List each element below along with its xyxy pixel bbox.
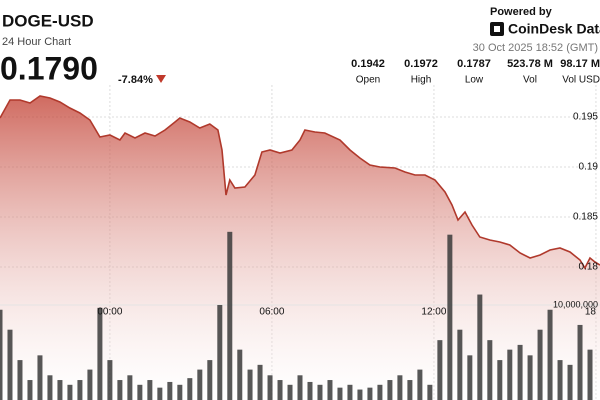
- volume-bar: [357, 389, 363, 400]
- volume-bar: [387, 380, 393, 400]
- stat-value: 98.17 M: [560, 58, 600, 70]
- volume-bar: [537, 329, 543, 400]
- y-tick-label: 0.19: [579, 162, 599, 173]
- volume-bar: [367, 387, 373, 400]
- y-tick-label: 0.195: [573, 112, 598, 123]
- stat-label: High: [411, 75, 432, 86]
- volume-bar: [207, 360, 213, 400]
- volume-bar: [437, 340, 443, 400]
- stat-label: Vol USD: [562, 75, 600, 86]
- volume-bar: [187, 378, 193, 400]
- x-tick-label: 06:00: [259, 307, 284, 318]
- volume-bar: [97, 307, 103, 400]
- subtitle: 24 Hour Chart: [2, 36, 71, 48]
- volume-bar: [487, 340, 493, 400]
- brand-name: CoinDesk Data: [508, 21, 600, 37]
- volume-bar: [577, 324, 583, 400]
- brand-logo: [490, 22, 504, 36]
- volume-bar: [267, 375, 273, 400]
- plot-area: [0, 85, 600, 400]
- volume-bar: [347, 384, 353, 400]
- volume-bar: [507, 349, 513, 400]
- volume-bar: [307, 381, 313, 400]
- timestamp: 30 Oct 2025 18:52 (GMT): [473, 42, 598, 54]
- stat-value: 0.1787: [457, 58, 491, 70]
- volume-bar: [247, 369, 253, 400]
- x-tick-label: 18: [585, 307, 597, 318]
- volume-bar: [237, 349, 243, 400]
- stat-label: Vol: [523, 75, 537, 86]
- volume-bar: [137, 384, 143, 400]
- volume-bar: [517, 344, 523, 400]
- volume-bar: [417, 369, 423, 400]
- volume-bar: [197, 369, 203, 400]
- x-tick-label: 12:00: [421, 307, 446, 318]
- volume-bar: [407, 380, 413, 400]
- volume-bar: [127, 375, 133, 400]
- volume-bar: [297, 375, 303, 400]
- volume-bar: [117, 380, 123, 400]
- price-line: [0, 95, 600, 270]
- volume-bar: [17, 360, 23, 400]
- volume-bar: [27, 380, 33, 400]
- volume-bar: [377, 384, 383, 400]
- stat-value: 523.78 M: [507, 58, 553, 70]
- down-arrow: [156, 75, 166, 83]
- volume-bar: [87, 369, 93, 400]
- volume-bar: [37, 355, 43, 400]
- stat-label: Open: [356, 75, 380, 86]
- volume-bar: [107, 360, 113, 400]
- volume-bar: [77, 380, 83, 400]
- volume-bar: [547, 309, 553, 400]
- volume-bar: [567, 364, 573, 400]
- volume-bar: [337, 387, 343, 400]
- volume-bar: [157, 387, 163, 400]
- volume-bar: [0, 309, 3, 400]
- volume-bar: [7, 329, 13, 400]
- volume-bar: [467, 355, 473, 400]
- powered-by: Powered by: [490, 6, 553, 18]
- stat-value: 0.1972: [404, 58, 438, 70]
- volume-bar: [257, 364, 263, 400]
- price-change: -7.84%: [118, 74, 153, 86]
- volume-bar: [557, 360, 563, 400]
- volume-bar: [227, 231, 233, 400]
- volume-bar: [397, 375, 403, 400]
- volume-bar: [447, 234, 453, 400]
- y-tick-label: 0.18: [579, 262, 599, 273]
- stat-value: 0.1942: [351, 58, 385, 70]
- volume-bar: [527, 355, 533, 400]
- volume-bar: [317, 384, 323, 400]
- volume-bar: [457, 329, 463, 400]
- volume-bar: [287, 384, 293, 400]
- volume-tick-label: 10,000,000: [553, 299, 598, 309]
- x-tick-label: 00:00: [97, 307, 122, 318]
- volume-bar: [427, 384, 433, 400]
- volume-bar: [477, 294, 483, 400]
- volume-bar: [47, 375, 53, 400]
- y-tick-label: 0.185: [573, 212, 598, 223]
- volume-bar: [67, 384, 73, 400]
- volume-bar: [217, 304, 223, 400]
- volume-bar: [277, 380, 283, 400]
- volume-bar: [177, 384, 183, 400]
- volume-bar: [57, 380, 63, 400]
- stat-label: Low: [465, 75, 484, 86]
- volume-bar: [147, 380, 153, 400]
- volume-bar: [587, 349, 593, 400]
- current-price: 0.1790: [0, 50, 98, 86]
- symbol-title: DOGE-USD: [2, 11, 94, 30]
- volume-bar: [497, 360, 503, 400]
- volume-bar: [327, 380, 333, 400]
- volume-bar: [167, 381, 173, 400]
